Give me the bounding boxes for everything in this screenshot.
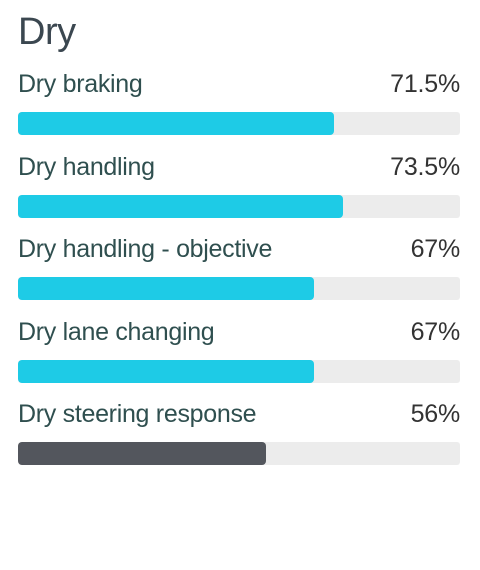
section-title: Dry <box>18 11 76 53</box>
progress-bar-track <box>18 195 460 218</box>
metric-header: Dry steering response 56% <box>18 400 460 432</box>
progress-bar-track <box>18 442 460 465</box>
metric-header: Dry braking 71.5% <box>18 70 460 102</box>
progress-bar-fill <box>18 195 343 218</box>
metric-dry-steering-response: Dry steering response 56% <box>18 400 460 465</box>
metric-label: Dry steering response <box>18 400 257 428</box>
progress-bar-fill <box>18 442 266 465</box>
metric-label: Dry handling <box>18 153 155 181</box>
metric-value: 73.5% <box>390 153 460 181</box>
metric-value: 67% <box>410 318 461 346</box>
metric-value: 67% <box>410 235 461 263</box>
metric-header: Dry handling 73.5% <box>18 153 460 185</box>
metric-label: Dry braking <box>18 70 143 98</box>
metric-dry-braking: Dry braking 71.5% <box>18 70 460 135</box>
metric-label: Dry lane changing <box>18 318 215 346</box>
progress-bar-fill <box>18 360 315 383</box>
metric-dry-handling-objective: Dry handling - objective 67% <box>18 235 460 300</box>
metric-header: Dry lane changing 67% <box>18 318 460 350</box>
metric-dry-handling: Dry handling 73.5% <box>18 153 460 218</box>
metric-value: 56% <box>410 400 461 428</box>
metric-dry-lane-changing: Dry lane changing 67% <box>18 318 460 383</box>
metric-label: Dry handling - objective <box>18 235 273 263</box>
progress-bar-track <box>18 277 460 300</box>
progress-bar-fill <box>18 112 335 135</box>
metric-value: 71.5% <box>390 70 460 98</box>
progress-bar-fill <box>18 277 315 300</box>
metric-header: Dry handling - objective 67% <box>18 235 460 267</box>
progress-bar-track <box>18 360 460 383</box>
progress-bar-track <box>18 112 460 135</box>
